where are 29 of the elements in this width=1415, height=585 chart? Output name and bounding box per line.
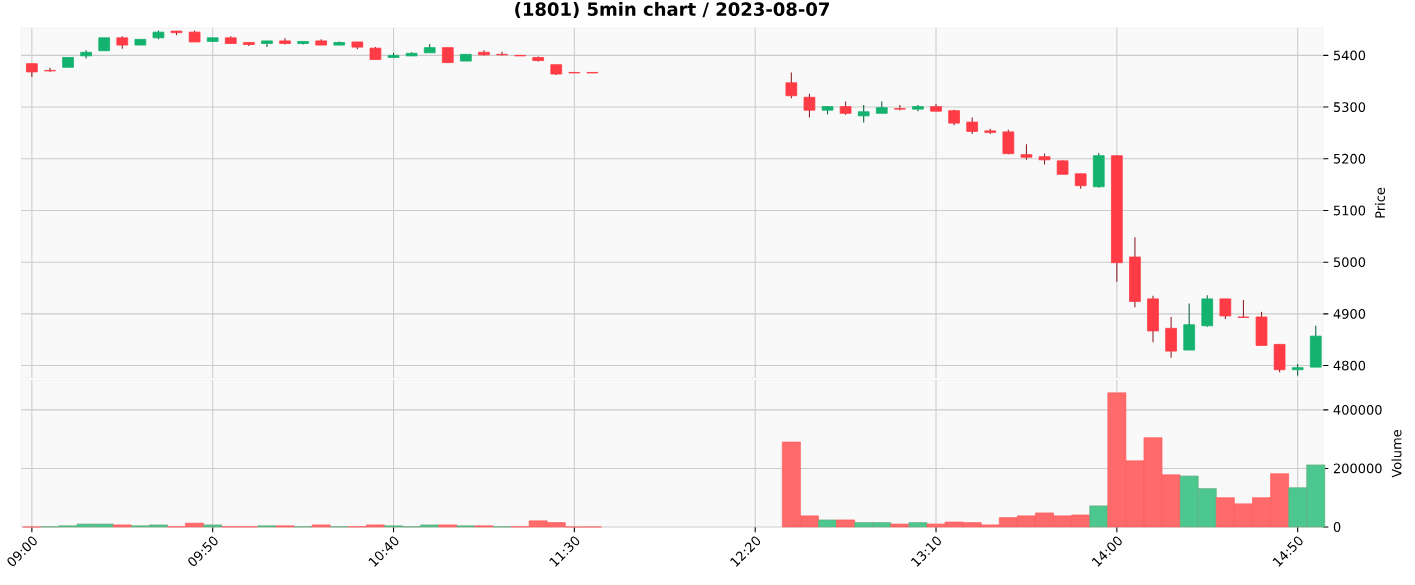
y-tick-label: 5400 (1333, 50, 1366, 61)
chart-title: (1801) 5min chart / 2023-08-07 (515, 2, 829, 19)
candlestick (1002, 129, 1015, 155)
bar (818, 519, 837, 528)
y-tick-label: 200000 (1333, 463, 1382, 474)
y-tick-label: 5200 (1333, 153, 1366, 164)
bar (311, 524, 331, 528)
bar (836, 519, 855, 528)
candlestick (44, 67, 56, 73)
bar (112, 524, 132, 528)
candlestick (803, 93, 816, 118)
candlestick (1219, 298, 1232, 320)
y-tick-label: 400000 (1333, 404, 1382, 415)
bar (908, 522, 928, 528)
y-tick-label: 5100 (1333, 205, 1366, 216)
bar (438, 524, 458, 528)
candlestick (496, 51, 508, 56)
y-tick-label: 0 (1333, 522, 1341, 532)
bar (890, 523, 910, 528)
y-tick-label: 5300 (1333, 102, 1366, 113)
y-tick-label: 5000 (1333, 257, 1366, 268)
y-tick-label: 4800 (1333, 360, 1366, 371)
bar (203, 524, 223, 528)
bar (1089, 505, 1109, 528)
y-tick-label: 4900 (1333, 308, 1366, 319)
y-axis-title: Price (1374, 187, 1386, 218)
candlestick (785, 71, 798, 99)
y-axis-title: Volume (1391, 429, 1402, 478)
candlestick (1165, 316, 1177, 359)
